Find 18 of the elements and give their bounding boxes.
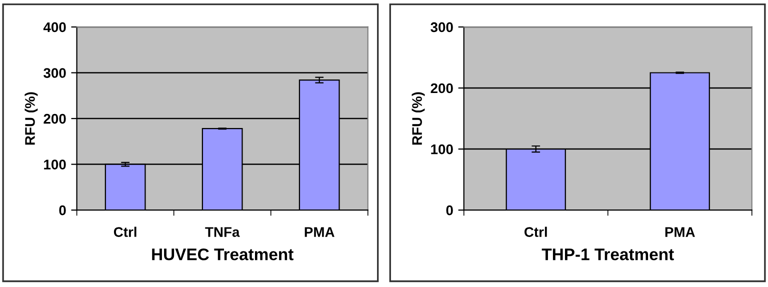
x-axis-title: THP-1 Treatment <box>542 248 674 260</box>
x-tick-label: TNFa <box>205 227 240 237</box>
x-axis-title: HUVEC Treatment <box>152 248 294 260</box>
y-axis-title: RFU (%) <box>412 92 425 145</box>
x-tick-label: Ctrl <box>524 226 547 237</box>
x-tick-label: PMA <box>665 227 695 237</box>
y-axis-title: RFU (%) <box>24 92 38 145</box>
y-tick-label: 200 <box>430 83 453 94</box>
x-tick-label: Ctrl <box>114 226 136 237</box>
y-tick-label: 300 <box>44 68 66 78</box>
y-tick-label: 100 <box>44 160 66 170</box>
x-tick-label: PMA <box>304 227 334 237</box>
y-tick-label: 0 <box>59 205 66 216</box>
y-tick-label: 400 <box>43 22 66 32</box>
y-tick-label: 0 <box>446 205 453 216</box>
y-tick-label: 200 <box>44 114 66 124</box>
y-tick-label: 300 <box>430 22 453 32</box>
y-tick-label: 100 <box>431 144 453 154</box>
